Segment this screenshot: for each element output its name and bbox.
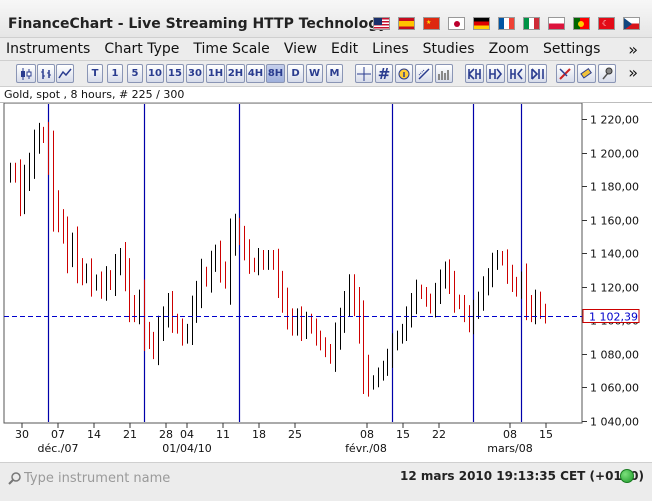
timescale-1h-button[interactable]: 1H [206,64,225,83]
menu-overflow-button[interactable]: » [628,40,638,59]
current-price-tag [582,309,640,323]
menu-chart-type[interactable]: Chart Type [104,41,180,57]
flag-cz[interactable] [623,17,640,30]
timescale-8h-button[interactable]: 8H [266,64,285,83]
zoom-out-icon[interactable] [486,64,505,83]
x-tick-label: 07 [51,428,65,441]
flag-cn[interactable]: ★ [423,17,440,30]
x-tick-label: 15 [396,428,410,441]
x-tick-label: 21 [123,428,137,441]
pen-icon[interactable] [556,64,575,83]
grid-icon[interactable]: # [375,64,393,83]
menu-bar: Instruments Chart Type Time Scale View E… [0,38,652,61]
x-tick-label: 18 [252,428,266,441]
menu-view[interactable]: View [283,41,318,57]
timescale-d-button[interactable]: D [287,64,304,83]
menu-time-scale[interactable]: Time Scale [193,41,270,57]
x-tick-label: 11 [216,428,230,441]
instrument-search-input[interactable] [24,469,189,487]
line-tool-icon[interactable] [415,64,433,83]
x-tick-label: 30 [15,428,29,441]
x-tick-label: 25 [288,428,302,441]
timescale-10-button[interactable]: 10 [146,64,164,83]
zoom-in-icon[interactable] [465,64,484,83]
flag-de[interactable] [473,17,490,30]
x-tick-label: 15 [539,428,553,441]
timescale-t-button[interactable]: T [87,64,103,83]
flag-jp[interactable] [448,17,465,30]
chart-info-bar: Gold, spot , 8 hours, # 225 / 300 [0,87,652,103]
timescale-2h-button[interactable]: 2H [226,64,245,83]
server-datetime: 12 mars 2010 19:13:35 CET (+0100) [400,469,644,483]
flag-us[interactable] [373,17,390,30]
y-tick-label: 1 180,00 [590,181,639,194]
menu-edit[interactable]: Edit [331,41,359,57]
x-tick-label: 08 [503,428,517,441]
eraser-icon[interactable] [577,64,596,83]
y-tick-label: 1 120,00 [590,282,639,295]
x-tick-label: 28 [159,428,173,441]
x-tick-label: 14 [87,428,101,441]
instrument-info: Gold, spot , 8 hours, # 225 / 300 [4,88,185,101]
line-chart-icon[interactable] [56,64,74,83]
pin-icon[interactable] [598,64,616,83]
timescale-1-button[interactable]: 1 [107,64,123,83]
menu-studies[interactable]: Studies [422,41,475,57]
x-month-label: mars/08 [487,442,532,455]
timescale-4h-button[interactable]: 4H [246,64,265,83]
x-tick-label: 08 [360,428,374,441]
pan-right-icon[interactable] [528,64,547,83]
timescale-w-button[interactable]: W [306,64,323,83]
menu-instruments[interactable]: Instruments [6,41,91,57]
info-icon[interactable] [395,64,413,83]
window-title: FinanceChart - Live Streaming HTTP Techn… [8,16,388,32]
flag-es[interactable] [398,17,415,30]
y-tick-label: 1 220,00 [590,114,639,127]
timescale-30-button[interactable]: 30 [186,64,204,83]
language-flags: ★ ☾ [373,17,640,30]
menu-lines[interactable]: Lines [372,41,409,57]
price-chart[interactable]: 1 220,00 1 200,00 1 180,00 1 160,00 1 140,00… [0,103,652,462]
y-tick-label: 1 080,00 [590,349,639,362]
y-tick-label: 1 060,00 [590,382,639,395]
x-month-label: déc./07 [38,442,79,455]
flag-pl[interactable] [548,17,565,30]
bar-chart-icon[interactable] [37,64,55,83]
timescale-5-button[interactable]: 5 [127,64,143,83]
x-tick-label: 04 [180,428,194,441]
menu-zoom[interactable]: Zoom [488,41,529,57]
status-bar: 12 mars 2010 19:13:35 CET (+0100) [0,462,652,501]
x-month-label: févr./08 [345,442,387,455]
toolbar: T 1 5 10 15 30 1H 2H 4H 8H D W M # » [0,61,652,87]
x-tick-label: 22 [432,428,446,441]
flag-fr[interactable] [498,17,515,30]
title-bar: FinanceChart - Live Streaming HTTP Techn… [0,0,652,38]
y-tick-label: 1 200,00 [590,148,639,161]
flag-pt[interactable] [573,17,590,30]
price-axis: 1 220,00 1 200,00 1 180,00 1 160,00 1 140,00… [582,114,639,429]
search-icon [8,472,21,485]
volume-icon[interactable] [435,64,453,83]
menu-settings[interactable]: Settings [542,41,601,57]
timescale-15-button[interactable]: 15 [166,64,184,83]
pan-left-icon[interactable] [507,64,526,83]
timescale-m-button[interactable]: M [326,64,343,83]
toolbar-overflow-button[interactable]: » [628,63,638,82]
time-axis: 30 07 14 21 28 04 11 18 25 08 15 22 08 15 déc./07 01/04… [15,423,553,455]
y-tick-label: 1 140,00 [590,248,639,261]
crosshair-icon[interactable] [355,64,373,83]
current-price-label: 1 102,39 [589,311,638,324]
plot-area [3,103,583,424]
connection-status-icon [620,469,634,483]
candlestick-icon[interactable] [16,64,36,83]
candlestick-series [10,121,546,397]
flag-it[interactable] [523,17,540,30]
x-month-label: 01/04/10 [162,442,211,455]
y-tick-label: 1 160,00 [590,215,639,228]
flag-tr[interactable]: ☾ [598,17,615,30]
y-tick-label: 1 040,00 [590,416,639,429]
instrument-search[interactable] [4,468,190,488]
